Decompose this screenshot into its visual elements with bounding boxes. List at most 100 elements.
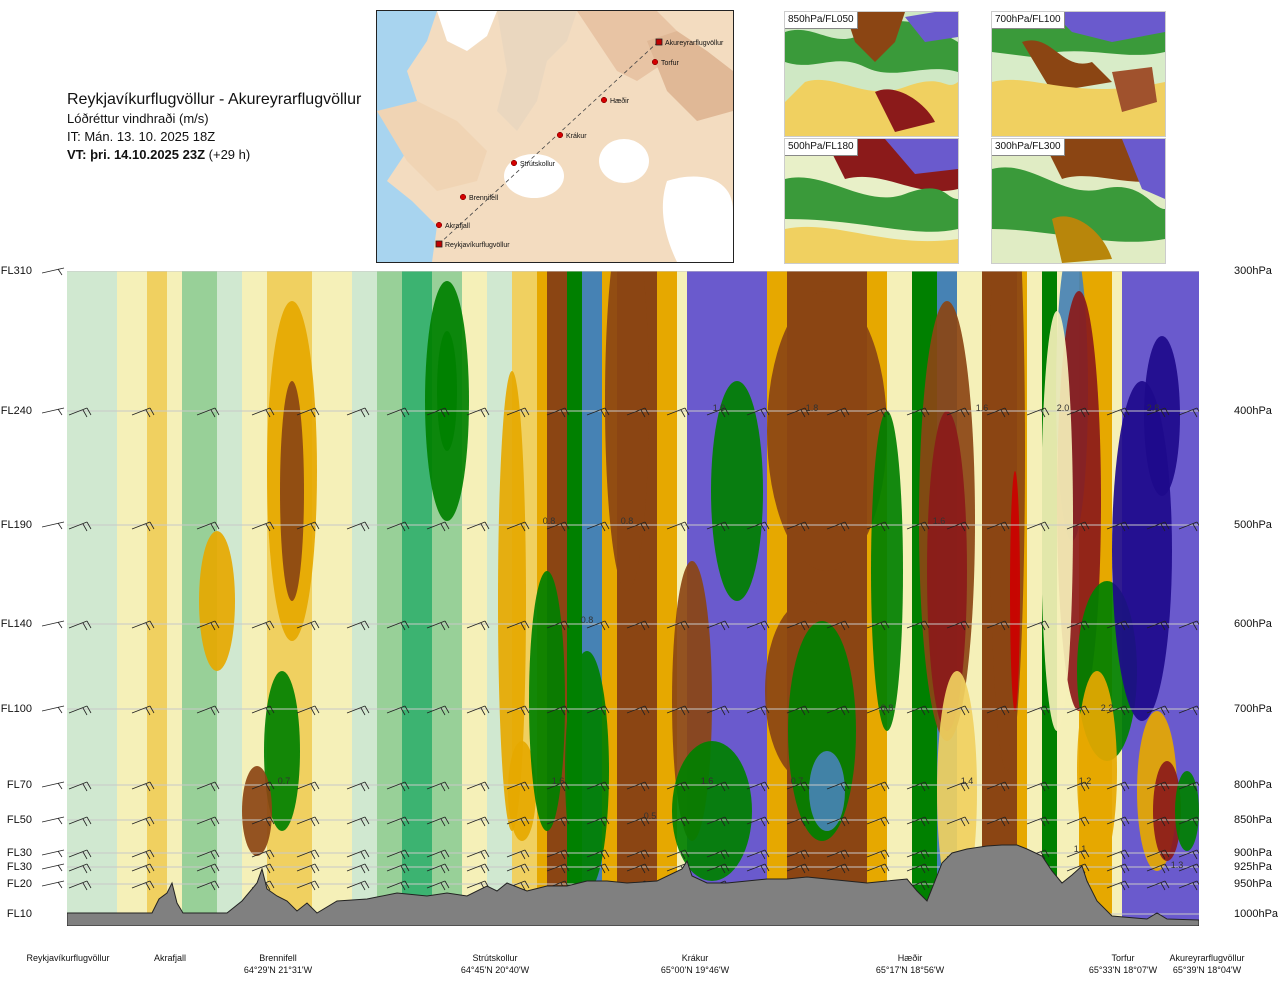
- wind-barb: [586, 849, 606, 858]
- place-coordinates: 64°45'N 20°40'W: [460, 965, 530, 975]
- wind-barb: [546, 781, 566, 790]
- terrain-profile: [67, 844, 1199, 926]
- wind-barb-feather: [1040, 783, 1046, 792]
- wind-barb-feather: [210, 409, 216, 418]
- wind-barb-feather: [604, 849, 610, 858]
- thumbnail-300hpa[interactable]: 300hPa/FL300: [991, 138, 1166, 264]
- wind-barb-feather: [360, 783, 366, 792]
- wind-barb: [706, 705, 726, 714]
- wind-barb-feather: [920, 865, 926, 874]
- wind-barb-feather: [524, 880, 530, 889]
- hpa-axis-label: 700hPa: [1234, 703, 1272, 715]
- wind-barb-feather: [720, 409, 726, 418]
- wind-barb: [826, 407, 846, 416]
- place-coordinates: 65°33'N 18°07'W: [1088, 965, 1158, 975]
- wind-barb-feather: [644, 849, 650, 858]
- wind-barb-feather: [804, 407, 810, 416]
- wind-band: [117, 271, 147, 926]
- wind-barb-feather: [210, 622, 216, 631]
- wind-band: [167, 271, 182, 926]
- wind-barb-feather: [684, 816, 690, 825]
- wind-barb-feather: [1164, 620, 1170, 629]
- wind-barb-feather: [364, 816, 370, 825]
- axis-wind-barb-shaft: [42, 267, 65, 274]
- wind-barb-feather: [86, 620, 92, 629]
- wind-barb-feather: [364, 880, 370, 889]
- wind-barb: [906, 863, 926, 872]
- wind-barb: [1146, 863, 1166, 872]
- wind-barb-feather: [314, 705, 320, 714]
- map-station-marker: [600, 96, 608, 104]
- wind-barb-feather: [149, 781, 155, 790]
- wind-contour: [529, 571, 565, 831]
- wind-barb-feather: [1084, 407, 1090, 416]
- wind-barb-feather: [1080, 783, 1086, 792]
- wind-barb-feather: [680, 523, 686, 532]
- wind-barb: [666, 407, 686, 416]
- wind-barb: [131, 407, 151, 416]
- wind-barb-feather: [560, 818, 566, 827]
- wind-barb: [1178, 620, 1198, 629]
- wind-barb: [1106, 880, 1126, 889]
- value-label: 1.6: [976, 403, 989, 413]
- wind-barb-feather: [920, 783, 926, 792]
- wind-barb: [626, 521, 646, 530]
- map-station-label: Hæðir: [610, 97, 630, 105]
- wind-barb: [426, 880, 446, 889]
- wind-barb: [426, 521, 446, 530]
- wind-barb-feather: [1080, 523, 1086, 532]
- wind-barb: [466, 880, 486, 889]
- thumbnail-500hpa-label: 500hPa/FL180: [785, 139, 858, 156]
- wind-barb: [546, 521, 566, 530]
- wind-barb: [68, 620, 88, 629]
- wind-barb-feather: [145, 523, 151, 532]
- wind-barb: [666, 620, 686, 629]
- wind-barb-feather: [360, 523, 366, 532]
- wind-barb-feather: [564, 816, 570, 825]
- wind-barb-feather: [484, 705, 490, 714]
- wind-barb-feather: [269, 781, 275, 790]
- thumbnail-500hpa[interactable]: 500hPa/FL180: [784, 138, 959, 264]
- axis-wind-barb-feather: [57, 864, 63, 872]
- wind-barb: [196, 863, 216, 872]
- valid-time-offset: (+29 h): [205, 147, 251, 162]
- thumbnail-700hpa[interactable]: 700hPa/FL100: [991, 11, 1166, 137]
- axis-wind-barb: [42, 781, 65, 790]
- wind-barb-feather: [265, 409, 271, 418]
- axis-wind-barb-shaft: [42, 781, 65, 788]
- wind-barb: [296, 880, 316, 889]
- wind-barb: [866, 849, 886, 858]
- place-label: Akrafjall: [110, 952, 230, 964]
- hpa-axis-label: 800hPa: [1234, 779, 1272, 791]
- wind-barb-feather: [960, 523, 966, 532]
- wind-barb-feather: [964, 407, 970, 416]
- value-label: 1.3: [1171, 860, 1184, 870]
- wind-barb-feather: [560, 851, 566, 860]
- map-station-label: Strútskollur: [520, 161, 556, 168]
- wind-barb-feather: [210, 851, 216, 860]
- wind-barb: [386, 620, 406, 629]
- axis-wind-barb-feather: [57, 621, 63, 629]
- thumbnail-300hpa-field: [992, 139, 1165, 263]
- wind-barb-feather: [440, 818, 446, 827]
- wind-barb-feather: [480, 783, 486, 792]
- wind-barb-feather: [210, 523, 216, 532]
- wind-barb-feather: [520, 523, 526, 532]
- wind-barb-feather: [880, 851, 886, 860]
- map-station-marker: [435, 221, 443, 229]
- thumbnail-850hpa[interactable]: 850hPa/FL050: [784, 11, 959, 137]
- wind-barb-feather: [214, 407, 220, 416]
- wind-barb-feather: [360, 409, 366, 418]
- wind-barb-feather: [1160, 409, 1166, 418]
- wind-barb-feather: [884, 863, 890, 872]
- wind-barb-feather: [360, 882, 366, 891]
- wind-barb-feather: [720, 523, 726, 532]
- wind-band: [312, 271, 352, 926]
- wind-barb-feather: [924, 880, 930, 889]
- wind-barb-feather: [644, 816, 650, 825]
- wind-barb: [1106, 620, 1126, 629]
- wind-barb-feather: [214, 880, 220, 889]
- quantity-subtitle: Lóðréttur vindhraði (m/s): [67, 111, 209, 126]
- wind-barb-feather: [444, 705, 450, 714]
- place-label: Torfur 65°33'N 18°07'W: [1063, 952, 1183, 976]
